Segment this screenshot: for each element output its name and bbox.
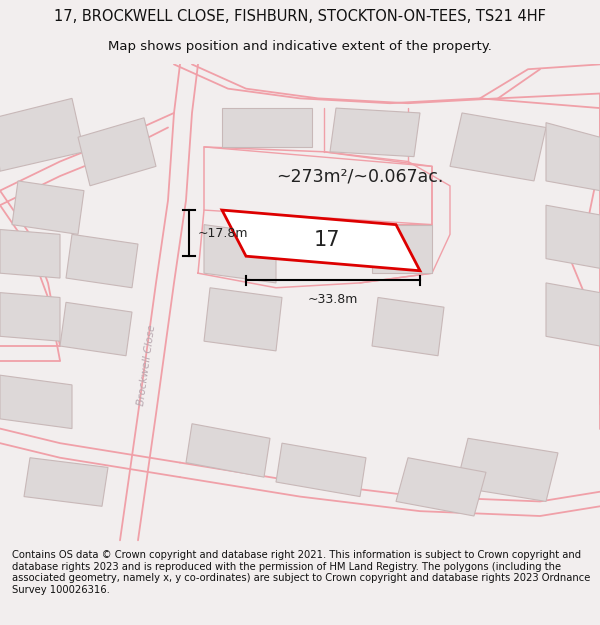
Polygon shape [204,288,282,351]
Polygon shape [24,458,108,506]
Polygon shape [66,234,138,288]
Polygon shape [546,205,600,268]
Text: Brockwell Close: Brockwell Close [136,324,158,407]
Text: ~33.8m: ~33.8m [308,292,358,306]
Polygon shape [0,98,84,171]
Polygon shape [222,210,420,271]
Polygon shape [372,224,432,273]
Text: 17, BROCKWELL CLOSE, FISHBURN, STOCKTON-ON-TEES, TS21 4HF: 17, BROCKWELL CLOSE, FISHBURN, STOCKTON-… [54,9,546,24]
Text: Contains OS data © Crown copyright and database right 2021. This information is : Contains OS data © Crown copyright and d… [12,550,590,595]
Polygon shape [456,438,558,501]
Polygon shape [276,443,366,497]
Polygon shape [186,424,270,477]
Text: ~17.8m: ~17.8m [198,227,248,239]
Polygon shape [450,113,546,181]
Polygon shape [0,229,60,278]
Polygon shape [546,283,600,346]
Polygon shape [372,298,444,356]
Polygon shape [0,292,60,341]
Text: 17: 17 [314,231,340,251]
Text: ~273m²/~0.067ac.: ~273m²/~0.067ac. [277,167,443,185]
Polygon shape [546,122,600,191]
Polygon shape [396,458,486,516]
Text: Map shows position and indicative extent of the property.: Map shows position and indicative extent… [108,40,492,53]
Polygon shape [78,118,156,186]
Polygon shape [12,181,84,234]
Polygon shape [330,108,420,157]
Polygon shape [0,375,72,429]
Polygon shape [222,108,312,147]
Polygon shape [60,302,132,356]
Polygon shape [204,224,276,283]
